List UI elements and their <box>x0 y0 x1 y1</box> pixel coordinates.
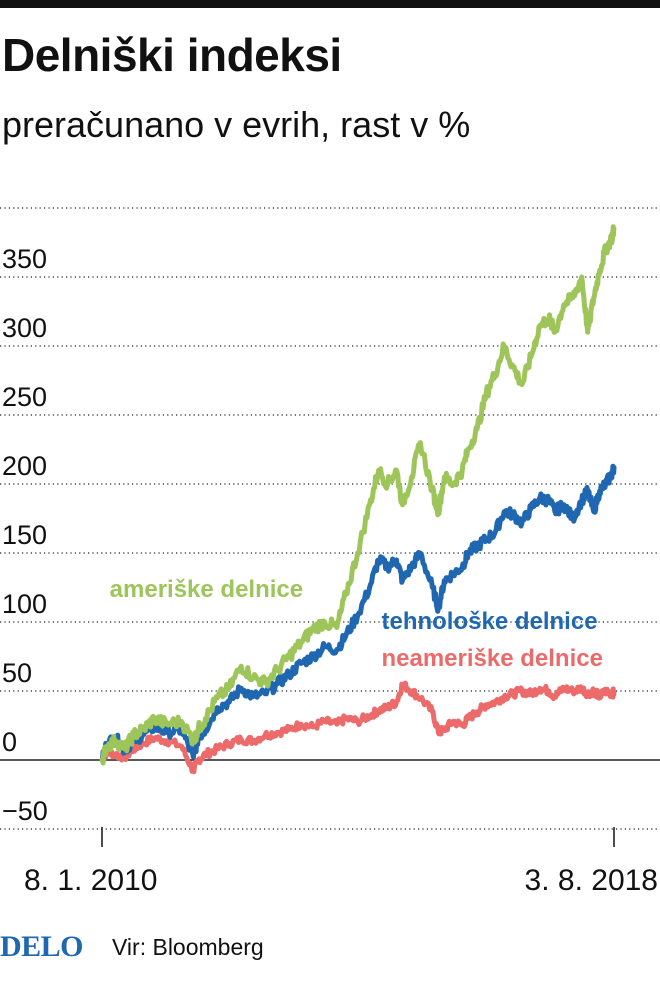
chart-subtitle: preračunano v evrih, rast v % <box>2 104 471 145</box>
y-tick-label: 150 <box>2 520 47 550</box>
series-annotations: ameriške delnice tehnološke delnice neamer… <box>110 576 603 672</box>
series-line <box>99 680 617 775</box>
y-tick-label: −50 <box>2 796 48 826</box>
y-tick-label: 350 <box>2 244 47 274</box>
series-lines <box>99 224 617 775</box>
chart-title: Delniški indeksi <box>2 29 342 81</box>
brand-logo: DELO <box>0 930 84 963</box>
grid <box>0 207 660 830</box>
y-tick-label: 300 <box>2 313 47 343</box>
top-rule <box>0 0 660 8</box>
x-axis: 8. 1. 2010 3. 8. 2018 <box>24 827 658 897</box>
source-note: Vir: Bloomberg <box>112 934 264 960</box>
y-tick-label: 100 <box>2 589 47 619</box>
series-label: neameriške delnice <box>381 645 602 672</box>
line-chart: 350 300 250 200 150 100 50 0 −50 8. 1. 2010 3. 8.… <box>0 207 660 897</box>
series-line <box>99 224 617 766</box>
y-tick-label: 200 <box>2 451 47 481</box>
footer: DELO Vir: Bloomberg <box>0 928 660 968</box>
x-tick-label: 3. 8. 2018 <box>525 864 658 897</box>
x-tick-label: 8. 1. 2010 <box>24 864 157 897</box>
series-label: ameriške delnice <box>110 576 303 603</box>
series-label: tehnološke delnice <box>381 608 597 635</box>
y-tick-label: 250 <box>2 382 47 412</box>
y-tick-label: 50 <box>2 658 32 688</box>
y-tick-label: 0 <box>2 727 17 757</box>
y-axis-labels: 350 300 250 200 150 100 50 0 −50 <box>2 244 48 826</box>
series-line <box>99 463 617 764</box>
